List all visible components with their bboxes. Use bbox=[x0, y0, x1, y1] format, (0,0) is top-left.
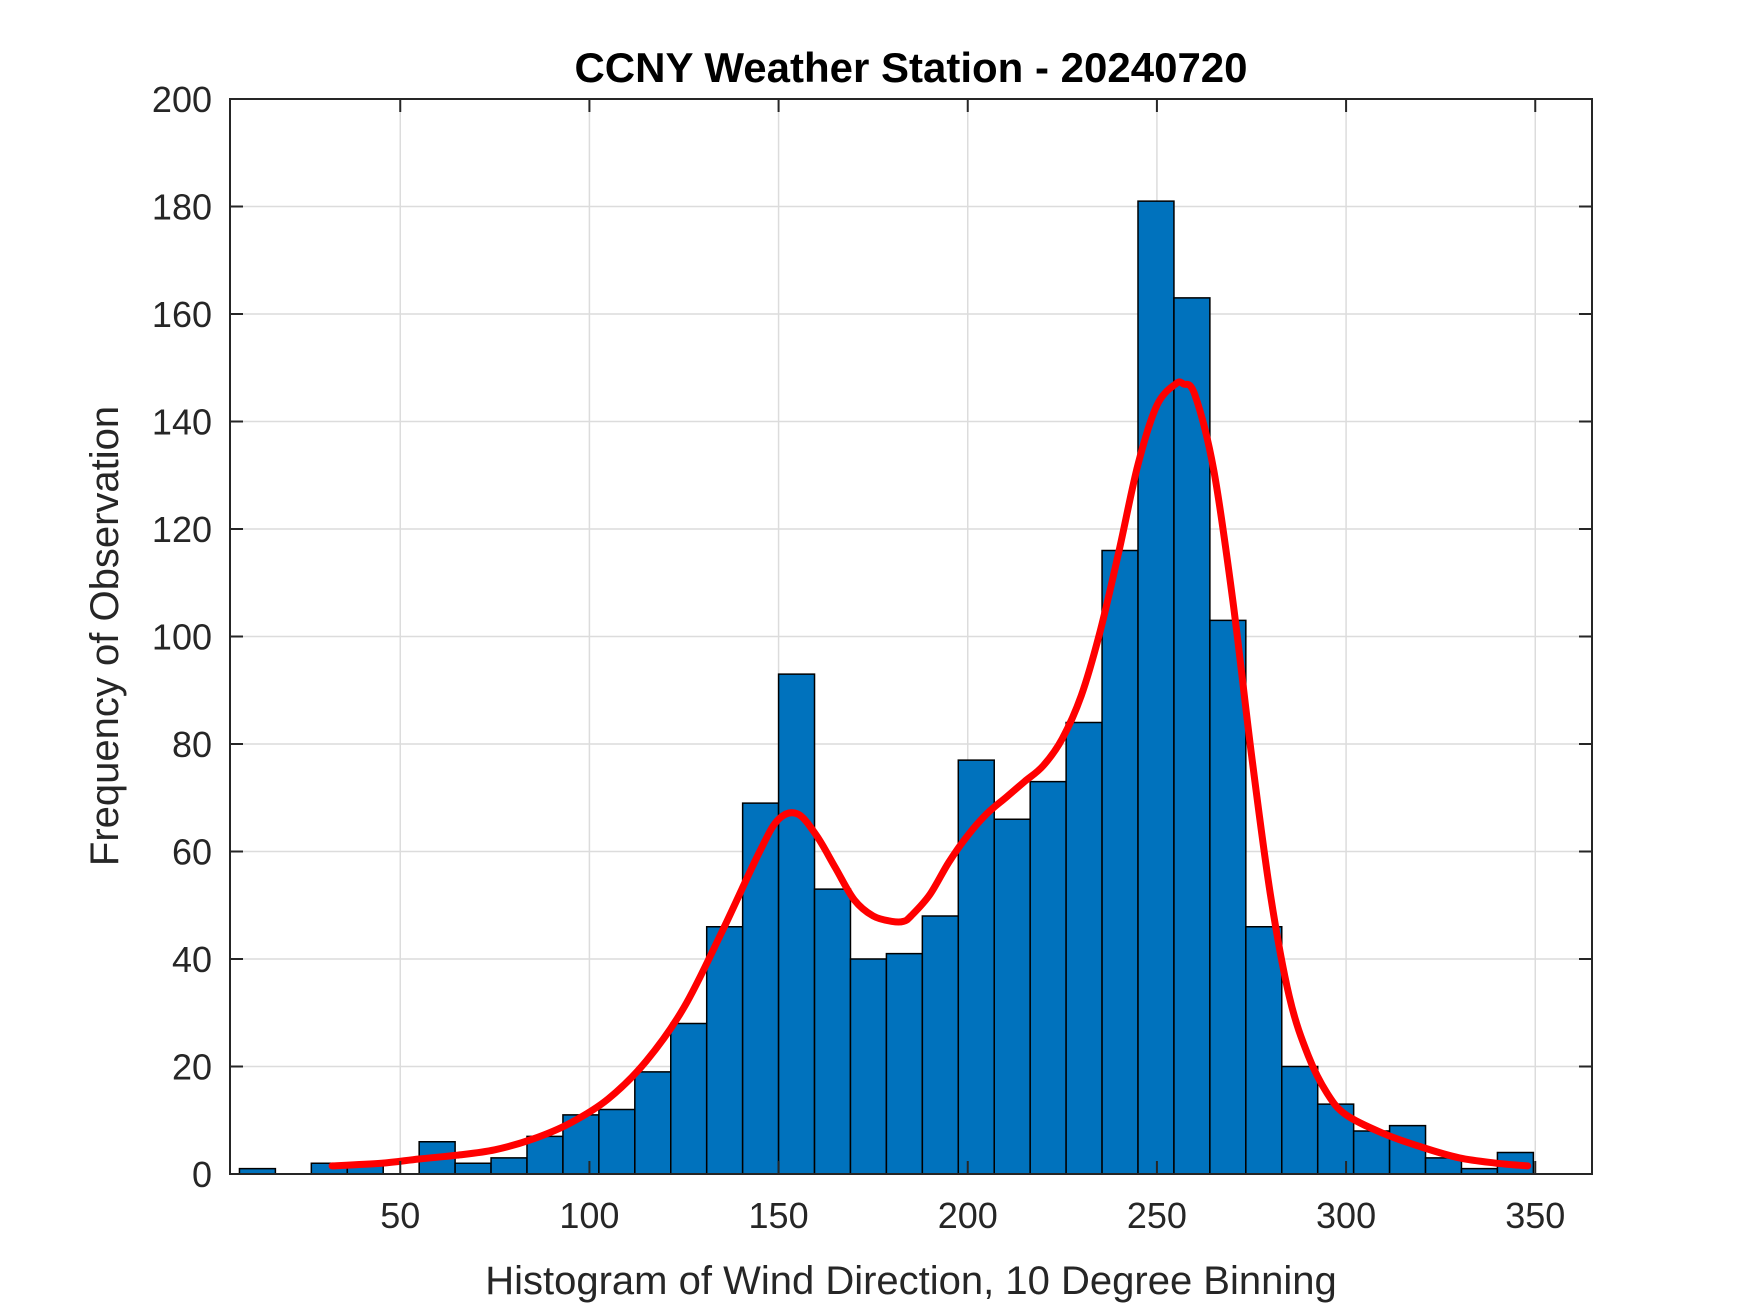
histogram-bars bbox=[238, 200, 1535, 1175]
histogram-bar bbox=[849, 958, 888, 1175]
y-tick-label: 160 bbox=[152, 294, 212, 335]
y-tick-label: 40 bbox=[172, 939, 212, 980]
x-tick-label: 200 bbox=[938, 1195, 998, 1236]
histogram-bar bbox=[705, 926, 744, 1175]
fit-curve bbox=[328, 378, 1532, 1170]
histogram-bar bbox=[993, 818, 1031, 1175]
y-tick-label: 80 bbox=[172, 724, 212, 765]
histogram-bar bbox=[1281, 1065, 1319, 1175]
histogram-bar bbox=[813, 888, 852, 1175]
histogram-bar bbox=[634, 1071, 672, 1175]
histogram-bar bbox=[454, 1162, 492, 1175]
y-tick-label: 200 bbox=[152, 79, 212, 120]
histogram-bar bbox=[1209, 619, 1247, 1175]
x-tick-label: 50 bbox=[380, 1195, 420, 1236]
y-tick-label: 0 bbox=[192, 1154, 212, 1195]
x-tick-label: 100 bbox=[559, 1195, 619, 1236]
histogram-bar bbox=[885, 952, 924, 1175]
x-tick-label: 350 bbox=[1505, 1195, 1565, 1236]
axes bbox=[229, 98, 1593, 1175]
histogram-bar bbox=[670, 1022, 708, 1175]
histogram-bar bbox=[490, 1157, 528, 1175]
y-axis-label: Frequency of Observation bbox=[83, 406, 127, 866]
histogram-bar bbox=[1065, 721, 1103, 1175]
x-tick-label: 250 bbox=[1127, 1195, 1187, 1236]
histogram-bar bbox=[921, 915, 960, 1175]
x-tick-label: 300 bbox=[1316, 1195, 1376, 1236]
histogram-bar bbox=[1101, 549, 1139, 1175]
y-tick-label: 20 bbox=[172, 1047, 212, 1088]
histogram-bar bbox=[777, 673, 816, 1175]
histogram-bar bbox=[1245, 926, 1283, 1175]
x-tick-label: 150 bbox=[749, 1195, 809, 1236]
y-tick-label: 140 bbox=[152, 402, 212, 443]
y-tick-label: 60 bbox=[172, 832, 212, 873]
histogram-bar bbox=[598, 1108, 636, 1175]
y-tick-label: 120 bbox=[152, 509, 212, 550]
histogram-bar bbox=[1029, 780, 1067, 1175]
tick-labels: 50 100 150 200 250 300 350 0 20 40 60 80 100 120 140 16… bbox=[152, 79, 1565, 1236]
chart-title: CCNY Weather Station - 20240720 bbox=[574, 44, 1247, 91]
histogram-bar bbox=[741, 802, 780, 1175]
x-axis-label: Histogram of Wind Direction, 10 Degree B… bbox=[485, 1259, 1337, 1303]
y-tick-label: 180 bbox=[152, 187, 212, 228]
histogram-bar bbox=[1137, 200, 1175, 1175]
y-tick-label: 100 bbox=[152, 617, 212, 658]
fit-curve-group bbox=[328, 378, 1532, 1170]
